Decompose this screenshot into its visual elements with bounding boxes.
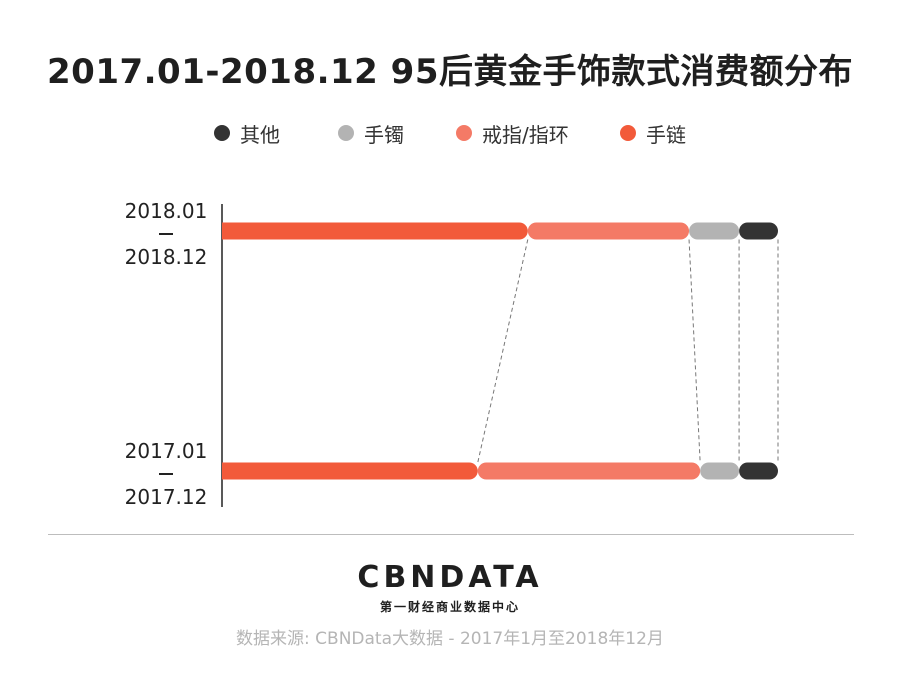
row-label-2017-end: 2017.12 bbox=[124, 485, 208, 509]
legend-item-other: 其他 bbox=[214, 116, 280, 150]
bar-start-cap-0 bbox=[222, 222, 231, 240]
row-label-2018-end: 2018.12 bbox=[124, 245, 208, 269]
bar-row-0 bbox=[222, 222, 778, 240]
legend-item-bracelet: 手链 bbox=[620, 116, 686, 150]
row-label-2017-start: 2017.01 bbox=[124, 439, 208, 463]
legend-dot-other bbox=[214, 125, 230, 141]
data-source: 数据来源: CBNData大数据 - 2017年1月至2018年12月 bbox=[236, 629, 664, 649]
legend-label-other: 其他 bbox=[240, 122, 280, 147]
bar-segment-0-0 bbox=[222, 222, 528, 240]
bar-segment-0-1 bbox=[527, 222, 690, 240]
bar-segment-0-3 bbox=[739, 222, 778, 240]
legend-label-ring: 戒指/指环 bbox=[482, 122, 569, 147]
row-label-2017-dash bbox=[159, 473, 173, 475]
connector-1 bbox=[688, 239, 701, 463]
bar-segment-0-2 bbox=[689, 222, 740, 240]
bar-segment-1-0 bbox=[222, 462, 478, 480]
legend-dot-bangle bbox=[338, 125, 354, 141]
row-label-2018: 2018.01 2018.12 bbox=[111, 198, 221, 270]
row-label-2018-start: 2018.01 bbox=[124, 199, 208, 223]
bar-row-1 bbox=[222, 462, 778, 480]
bar-segment-1-3 bbox=[739, 462, 778, 480]
logo-subtitle: 第一财经商业数据中心 bbox=[379, 600, 520, 614]
bar-segment-1-2 bbox=[700, 462, 740, 480]
cbndata-logo: CBNDATA bbox=[0, 560, 900, 595]
legend-label-bracelet: 手链 bbox=[646, 122, 686, 147]
legend-dot-bracelet bbox=[620, 125, 636, 141]
legend: 其他 手镯 戒指/指环 手链 bbox=[0, 116, 900, 150]
connector-0 bbox=[477, 239, 529, 463]
legend-item-ring: 戒指/指环 bbox=[456, 116, 569, 150]
chart-title: 2017.01-2018.12 95后黄金手饰款式消费额分布 bbox=[47, 52, 853, 92]
legend-dot-ring bbox=[456, 125, 472, 141]
logo-text: CBNDATA bbox=[357, 560, 543, 595]
row-label-2017: 2017.01 2017.12 bbox=[111, 438, 221, 510]
legend-label-bangle: 手镯 bbox=[364, 122, 404, 147]
row-label-2018-dash bbox=[159, 233, 173, 235]
divider bbox=[48, 534, 854, 535]
bar-start-cap-1 bbox=[222, 462, 231, 480]
bar-segment-1-1 bbox=[477, 462, 701, 480]
legend-item-bangle: 手镯 bbox=[338, 116, 404, 150]
